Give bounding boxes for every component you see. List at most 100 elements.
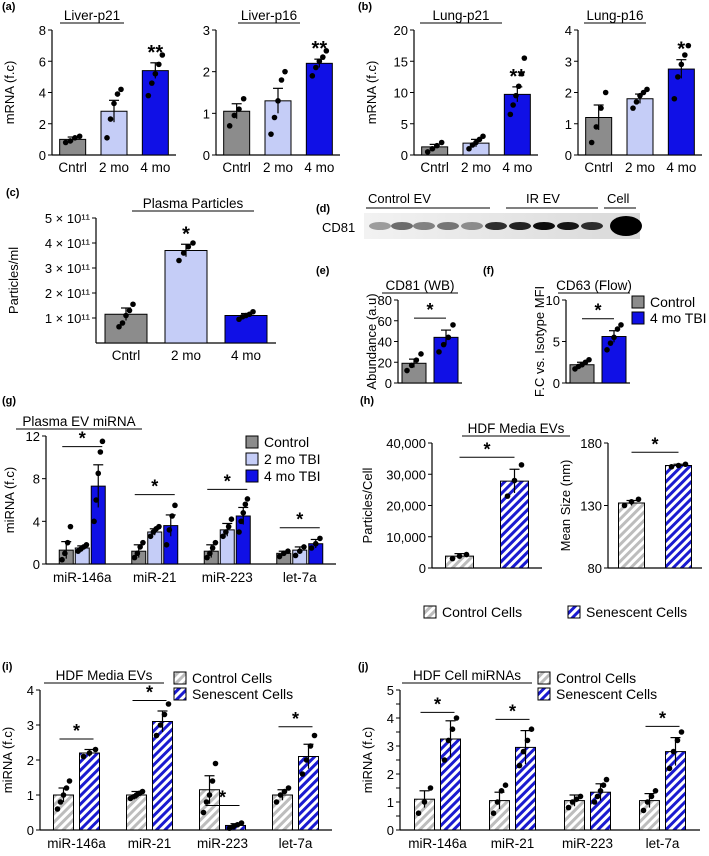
data-point xyxy=(648,793,655,800)
y-tick-label: 20 xyxy=(394,23,408,38)
data-point xyxy=(301,544,307,550)
y-tick-label: 80 xyxy=(378,293,392,308)
legend-item-control-cells: Control Cells xyxy=(423,604,522,620)
data-point xyxy=(190,240,196,246)
chart-title: Liver-p16 xyxy=(241,8,297,23)
data-point xyxy=(204,554,210,561)
data-point xyxy=(83,542,90,548)
x-tick-label: Cntrl xyxy=(584,160,613,175)
bar-4-mo xyxy=(224,315,268,344)
y-tick-label: 3 xyxy=(27,718,34,733)
data-point xyxy=(670,748,677,755)
data-point xyxy=(63,785,70,791)
y-tick-label: 10,000 xyxy=(386,530,426,545)
data-point xyxy=(449,555,456,562)
data-point xyxy=(518,462,525,468)
data-point xyxy=(152,70,159,77)
data-point xyxy=(573,796,580,802)
y-axis-label: mRNA (f.c) xyxy=(364,61,379,125)
panel-label-f: (f) xyxy=(483,265,494,277)
data-point xyxy=(309,73,316,79)
data-point xyxy=(114,91,121,97)
significance-mark: * xyxy=(483,439,490,459)
data-point xyxy=(271,114,278,121)
bar-2-mo xyxy=(164,250,208,344)
x-tick-label: 4 mo xyxy=(502,160,532,175)
data-point xyxy=(240,95,247,102)
x-tick-label: 2 mo xyxy=(99,160,129,175)
chart-title: Plasma EV miRNA xyxy=(22,414,135,429)
y-tick-label: 15 xyxy=(394,54,408,69)
significance-mark: * xyxy=(182,223,190,245)
data-point xyxy=(453,715,460,721)
legend-label: 4 mo TBI xyxy=(264,468,321,484)
bar-4-mo xyxy=(141,70,169,156)
data-point xyxy=(292,552,299,559)
data-point xyxy=(130,301,136,308)
data-point xyxy=(404,367,410,374)
data-point xyxy=(86,750,93,756)
significance-mark: * xyxy=(594,301,601,321)
data-point xyxy=(296,548,303,554)
data-point xyxy=(285,548,291,554)
data-point xyxy=(91,518,97,525)
data-point xyxy=(203,799,210,805)
y-tick-label: 3 xyxy=(387,739,394,754)
legend-swatch xyxy=(631,311,645,325)
bar-4-mo xyxy=(305,62,333,156)
legend-label: Control xyxy=(650,294,695,310)
y-tick-label: 0 xyxy=(385,376,392,391)
x-tick-label: miR-146a xyxy=(408,836,467,851)
data-point xyxy=(320,54,326,60)
data-point xyxy=(438,139,445,146)
data-point xyxy=(450,322,456,328)
panel-label-b: (b) xyxy=(358,1,372,13)
legend-swatch xyxy=(423,605,437,619)
data-point xyxy=(238,820,245,826)
data-point xyxy=(212,539,219,546)
data-point xyxy=(313,64,319,71)
significance-mark: * xyxy=(677,39,685,61)
data-point xyxy=(225,523,232,530)
data-point xyxy=(240,510,247,516)
y-tick-label: 0 xyxy=(553,376,560,391)
data-point xyxy=(618,322,624,328)
legend-item-senescent-cells: Senescent Cells xyxy=(567,604,687,620)
legend-label: Control xyxy=(264,434,309,450)
legend-label: 2 mo TBI xyxy=(264,451,321,467)
significance-mark: ** xyxy=(510,66,526,88)
significance-mark: * xyxy=(151,477,158,497)
chart-h1: 0 10,000 20,000 30,000 40,000 HDF Media EVs Pa… xyxy=(360,421,570,576)
data-point xyxy=(57,799,64,805)
legend-item-senescent-cells: Senescent Cells xyxy=(537,686,657,702)
y-tick-label: 2 × 10¹¹ xyxy=(45,286,91,301)
data-point xyxy=(277,792,284,798)
data-point xyxy=(418,351,424,357)
y-tick-label: 80 xyxy=(588,561,602,576)
y-tick-label: 0 xyxy=(39,148,46,163)
y-tick-label: 5 xyxy=(553,335,560,350)
data-point xyxy=(445,334,452,341)
data-point xyxy=(675,462,682,469)
data-point xyxy=(511,477,518,484)
blot-band xyxy=(610,216,642,236)
data-point xyxy=(206,792,213,798)
x-tick-label: miR-223 xyxy=(197,836,248,851)
data-point xyxy=(440,341,447,348)
data-point xyxy=(126,307,133,314)
data-point xyxy=(424,149,431,155)
data-point xyxy=(275,98,281,104)
data-point xyxy=(671,95,678,102)
legend-item-control: Control xyxy=(631,294,695,310)
legend-swatch xyxy=(245,469,259,483)
x-tick-label: 4 mo xyxy=(666,160,696,175)
legend-swatch xyxy=(173,687,187,701)
chart-title: HDF Media EVs xyxy=(56,668,153,683)
bar-4-mo xyxy=(503,93,531,156)
data-point xyxy=(97,449,104,455)
data-point xyxy=(528,726,535,732)
legend-item-2mo: 2 mo TBI xyxy=(245,451,321,467)
data-point xyxy=(212,760,219,767)
